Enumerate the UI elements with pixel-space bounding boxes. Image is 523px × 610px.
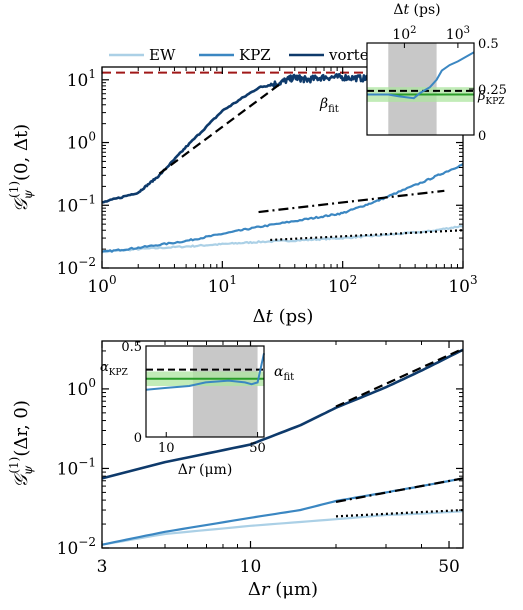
series-vortex-line	[102, 348, 463, 480]
plot-area	[102, 347, 463, 546]
legend-label-vortex: vortex	[328, 46, 378, 64]
legend-label-kpz: KPZ	[239, 46, 271, 64]
x-tick-label: 100	[87, 273, 116, 297]
legend-label-ew: EW	[149, 46, 176, 64]
fit-line-dashed	[158, 83, 281, 175]
inset-x-axis-label: Δr (μm)	[178, 462, 233, 478]
inset-x-tick-label: 50	[249, 441, 266, 456]
inset: 102 103 0 0.25 0.5 Δt (ps) βfit βKPZ	[319, 2, 507, 144]
inset-x-tick-label: 103	[446, 25, 470, 43]
y-tick-label: 10−2	[57, 535, 96, 559]
legend: EW KPZ vortex	[109, 46, 378, 64]
fit-line-dashdot	[258, 189, 445, 214]
inset-x-tick-label: 102	[392, 25, 416, 43]
inset-reference-label: βKPZ	[477, 89, 505, 107]
inset-fit-label: βfit	[319, 96, 339, 115]
y-tick-label: 10−2	[57, 255, 96, 279]
fit-line-dotted	[335, 508, 463, 518]
x-tick-label: 50	[438, 557, 460, 577]
inset-y-tick-label: 0.5	[121, 340, 142, 355]
y-axis-label: 𝒢ψ(1)(Δr, 0)	[7, 400, 35, 488]
y-tick-label: 10−1	[57, 192, 96, 216]
x-axis-label: Δt (ps)	[253, 306, 314, 327]
y-axis-label: 𝒢ψ(1)(0, Δt)	[7, 124, 35, 212]
fit-line-dashed	[335, 347, 463, 408]
inset-y-tick-label: 0.5	[478, 37, 499, 52]
inset-y-tick-label: 0.25	[478, 83, 507, 98]
series-ew-line	[102, 225, 463, 254]
x-tick-label: 10	[240, 557, 262, 577]
inset-reference-label: αKPZ	[100, 360, 128, 378]
series-ew-line	[102, 510, 463, 546]
y-tick-label: 10−1	[57, 455, 96, 479]
inset-series-line	[367, 51, 475, 100]
inset-frame	[145, 345, 265, 438]
y-tick-label: 100	[67, 130, 96, 154]
inset-fit-label: αfit	[274, 364, 294, 383]
fit-line-dashdot	[335, 477, 463, 503]
series-kpz-line	[102, 162, 463, 253]
inset-y-tick-label: 0	[134, 431, 142, 446]
x-axis-label: Δr (μm)	[248, 579, 318, 600]
y-tick-label: 100	[67, 376, 96, 400]
inset: 10 50 0 0.5 Δr (μm) αKPZ αfit	[100, 340, 294, 478]
inset-y-tick-label: 0	[478, 129, 486, 144]
y-tick-label: 101	[67, 67, 96, 91]
inset-shaded-region	[192, 346, 258, 437]
x-tick-label: 101	[208, 273, 237, 297]
x-tick-label: 103	[448, 273, 477, 297]
fit-line-dotted	[270, 229, 463, 242]
inset-x-tick-label: 10	[158, 441, 175, 456]
inset-series-line	[145, 353, 265, 391]
x-tick-label: 102	[328, 273, 357, 297]
x-tick-label: 3	[97, 557, 108, 577]
inset-x-axis-label: Δt (ps)	[393, 2, 440, 18]
bottom-panel: 3 10 50 10−2 10−1 100 Δr (μm) 𝒢ψ(1)(Δr, 0) 10 50 0…	[7, 340, 464, 600]
top-panel: 100 101 102 103 10−2 10−1 100 101 Δt (ps) 𝒢ψ(1)(0…	[7, 2, 507, 327]
